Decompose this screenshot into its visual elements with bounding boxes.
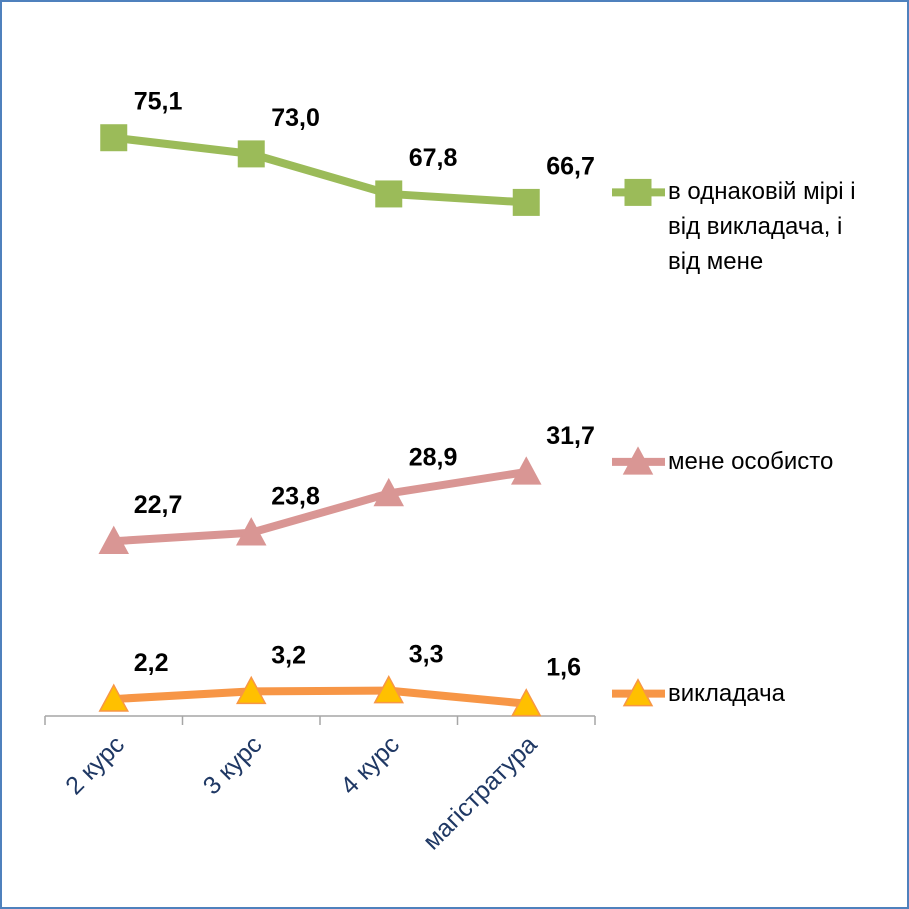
series-line [113, 133, 527, 207]
point [373, 477, 405, 507]
data-label: 3,2 [271, 641, 306, 669]
x-tick-label: магістратура [418, 730, 543, 855]
point [375, 180, 403, 208]
point [235, 517, 267, 546]
point [373, 675, 405, 704]
data-label: 67,8 [409, 144, 458, 172]
x-tick-label: 3 курс [198, 730, 268, 800]
legend-marker [624, 178, 652, 206]
point [98, 525, 130, 554]
data-label: 2,2 [134, 649, 169, 677]
data-label: 23,8 [271, 483, 320, 511]
point [235, 675, 267, 705]
point [512, 188, 540, 216]
x-tick-label: 2 курс [60, 730, 130, 800]
data-label: 1,6 [546, 654, 581, 682]
x-tick-label: 4 курс [335, 730, 405, 800]
point [510, 688, 542, 717]
legend-marker [622, 678, 654, 707]
point [98, 683, 130, 712]
data-label: 3,3 [409, 641, 444, 669]
data-label: 31,7 [546, 422, 595, 450]
data-label: 73,0 [271, 104, 320, 132]
series-line [113, 467, 527, 546]
legend-marker [622, 446, 654, 475]
legend-label: викладача [668, 679, 785, 707]
point [100, 124, 128, 152]
data-label: 66,7 [546, 152, 595, 180]
series-line [113, 686, 527, 708]
point [237, 140, 265, 168]
data-label: 28,9 [409, 443, 458, 471]
point [510, 456, 542, 485]
legend-label: в однаковій мірі і від викладача, і від … [668, 178, 856, 276]
data-label: 22,7 [134, 491, 183, 519]
legend-label: мене особисто [668, 447, 834, 475]
data-label: 75,1 [134, 88, 183, 116]
